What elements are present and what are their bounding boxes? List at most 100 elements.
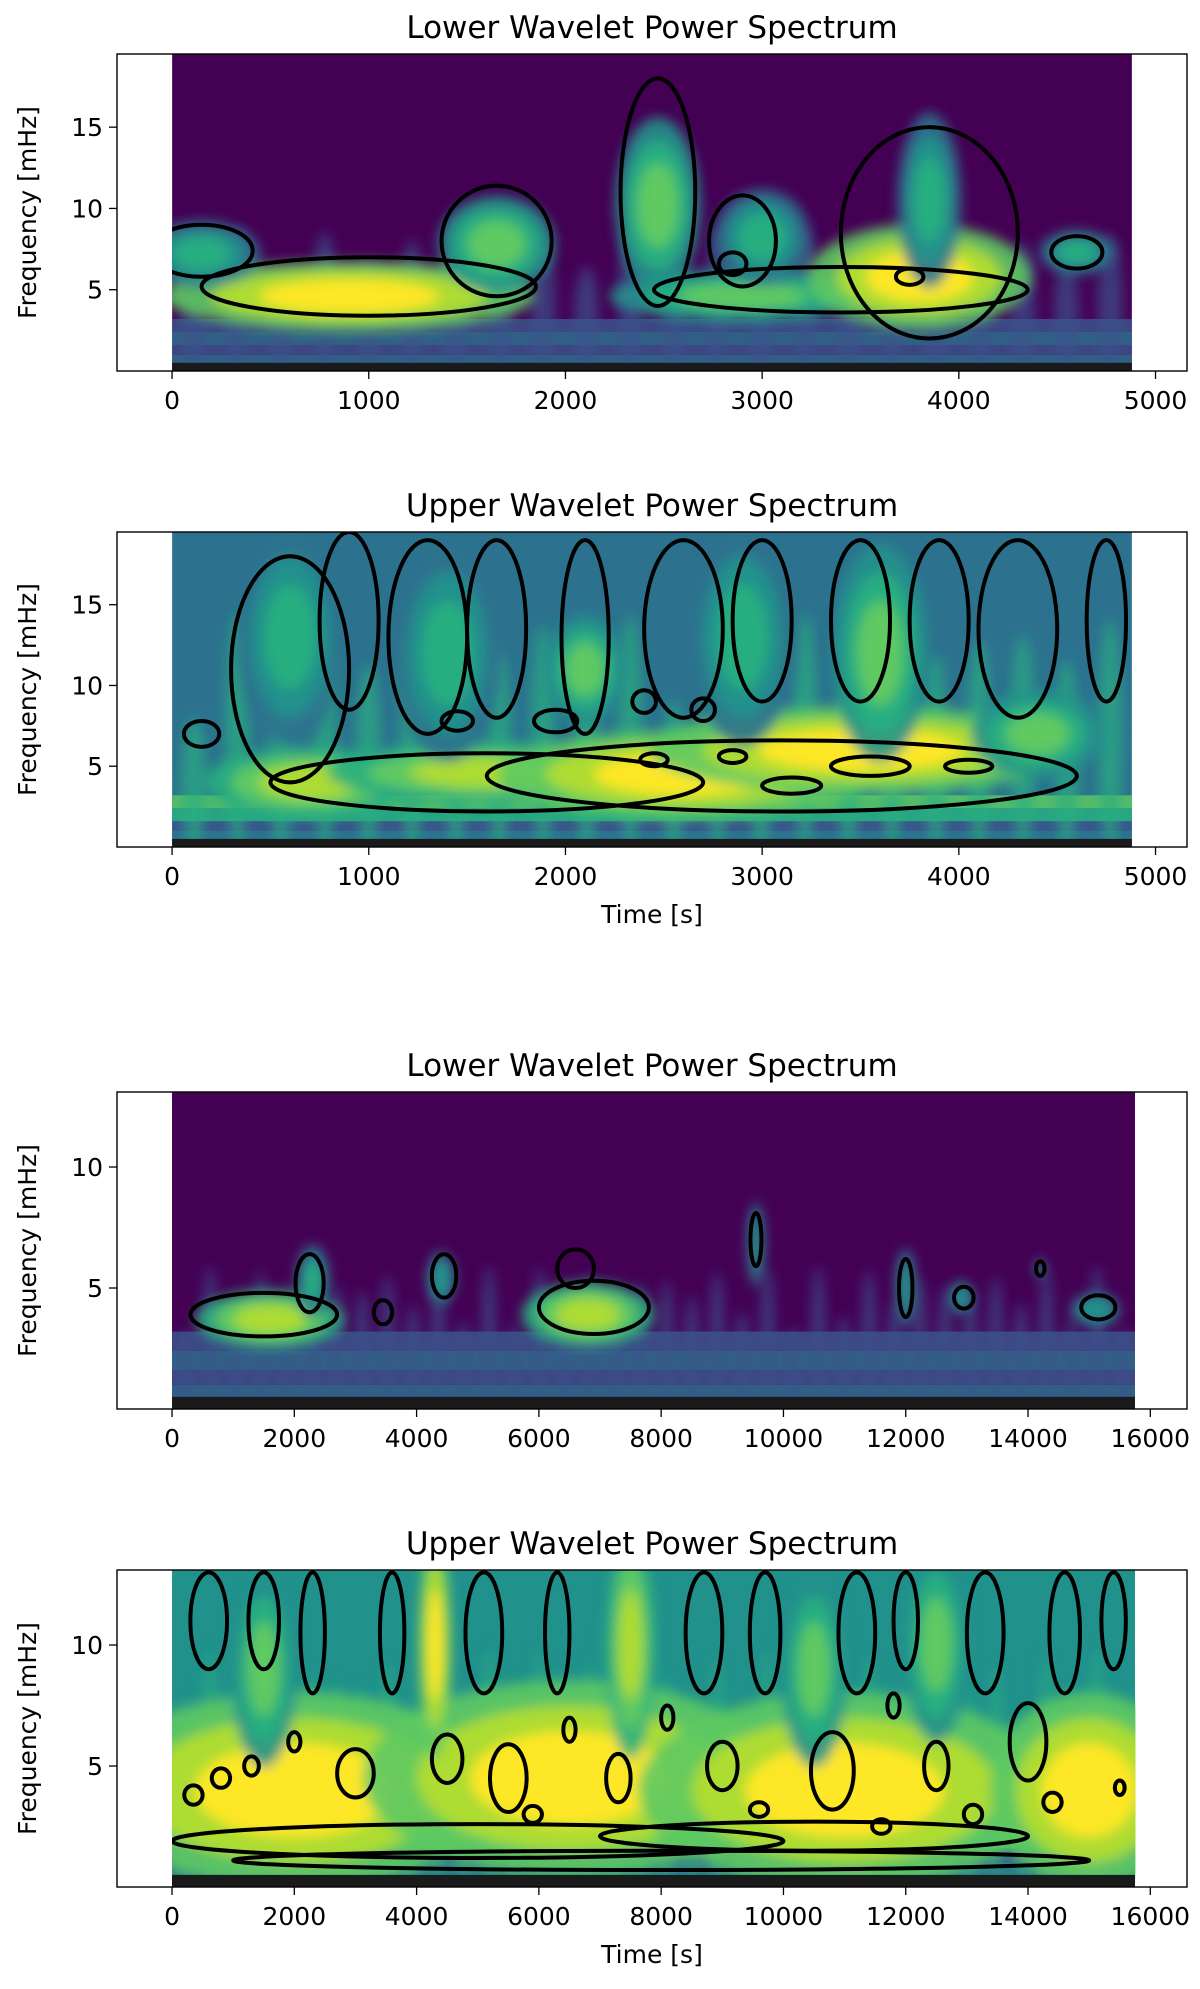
x-tick-label: 14000 xyxy=(988,1902,1068,1931)
frequency-band-2 xyxy=(172,354,1132,363)
significance-contour-9 xyxy=(1049,234,1105,271)
y-tick-label: 5 xyxy=(87,752,103,781)
significance-contour-8 xyxy=(897,1256,915,1320)
y-tick-label: 10 xyxy=(71,194,103,223)
significance-contour-18 xyxy=(429,1732,465,1785)
y-axis-label: Frequency [mHz] xyxy=(13,1144,42,1357)
significance-contour-6 xyxy=(465,538,529,720)
chart-title: Lower Wavelet Power Spectrum xyxy=(406,10,897,46)
significance-contour-11 xyxy=(747,1570,783,1696)
significance-contour-10 xyxy=(1033,1259,1047,1278)
significance-contour-1 xyxy=(188,1290,340,1339)
x-tick-label: 12000 xyxy=(866,1424,946,1453)
significance-contour-11 xyxy=(1079,1293,1118,1322)
x-tick-label: 3000 xyxy=(730,386,794,415)
y-tick-label: 10 xyxy=(71,671,103,700)
y-tick-label: 15 xyxy=(71,113,103,142)
significance-contour-2 xyxy=(484,738,1079,814)
significance-contour-5 xyxy=(838,125,1020,341)
significance-contour-1 xyxy=(199,255,538,318)
significance-contour-26 xyxy=(209,1766,233,1790)
x-tick-label: 14000 xyxy=(988,1424,1068,1453)
y-tick-label: 10 xyxy=(71,1631,103,1660)
significance-contour-21 xyxy=(705,1739,740,1793)
significance-contour-12 xyxy=(976,538,1060,720)
significance-contour-15 xyxy=(1047,1570,1082,1696)
x-tick-label: 12000 xyxy=(866,1902,946,1931)
significance-contour-6 xyxy=(555,1247,596,1291)
significance-contour-2 xyxy=(293,1252,326,1315)
significance-contour-9 xyxy=(730,538,794,704)
x-tick-label: 0 xyxy=(164,386,180,415)
x-tick-label: 1000 xyxy=(337,862,401,891)
heatmap-area xyxy=(172,1092,1136,1409)
x-tick-label: 2000 xyxy=(263,1902,327,1931)
x-tick-label: 16000 xyxy=(1111,1424,1191,1453)
significance-contour-7 xyxy=(377,1570,407,1696)
y-axis-label: Frequency [mHz] xyxy=(13,1622,42,1835)
significance-contour-3 xyxy=(618,76,698,308)
significance-contour-30 xyxy=(659,1703,676,1732)
heatmap-area xyxy=(172,1570,1136,1887)
significance-contour-8 xyxy=(463,1570,505,1696)
significance-contour-12 xyxy=(836,1570,878,1696)
significance-contour-13 xyxy=(1084,538,1129,704)
significance-contours xyxy=(188,1210,1118,1339)
significance-contour-19 xyxy=(760,775,824,796)
frequency-band-3 xyxy=(172,344,1132,355)
significance-contour-14 xyxy=(181,719,222,749)
x-tick-label: 2000 xyxy=(534,386,598,415)
significance-contour-7 xyxy=(559,538,611,736)
significance-contour-3 xyxy=(231,1848,1092,1873)
significance-contour-23 xyxy=(630,688,658,715)
x-tick-label: 8000 xyxy=(629,1902,693,1931)
significance-contour-34 xyxy=(1112,1778,1127,1798)
x-tick-label: 4000 xyxy=(927,386,991,415)
significance-contour-28 xyxy=(286,1730,303,1754)
significance-contour-6 xyxy=(298,1570,327,1696)
significance-contour-8 xyxy=(893,266,926,287)
cone-bottom xyxy=(172,1874,1136,1887)
significance-contour-1 xyxy=(268,751,706,814)
significance-contour-4 xyxy=(651,264,1030,315)
x-tick-label: 16000 xyxy=(1111,1902,1191,1931)
y-tick-label: 15 xyxy=(71,591,103,620)
significance-contour-16 xyxy=(1099,1570,1128,1672)
significance-contour-16 xyxy=(531,707,580,735)
significance-contour-3 xyxy=(371,1298,395,1327)
significance-contours xyxy=(181,532,1129,814)
significance-contour-2 xyxy=(439,183,554,299)
significance-contour-7 xyxy=(748,1210,764,1269)
significance-contour-9 xyxy=(952,1284,976,1311)
x-axis-label: Time [s] xyxy=(600,1940,703,1969)
x-tick-label: 3000 xyxy=(730,862,794,891)
significance-contour-10 xyxy=(683,1570,725,1696)
x-tick-label: 0 xyxy=(164,862,180,891)
significance-contour-36 xyxy=(747,1800,771,1819)
chart-title: Lower Wavelet Power Spectrum xyxy=(406,1048,897,1084)
plot-frame xyxy=(116,531,1188,848)
significance-contour-20 xyxy=(828,754,912,778)
plot-frame xyxy=(116,1091,1188,1410)
significance-contour-4 xyxy=(429,1252,459,1300)
significance-contour-25 xyxy=(182,1783,205,1807)
chart-panel-3: 0 2000 4000 6000 8000 10000 12000 14000 16000 5 10… xyxy=(13,1048,1190,1453)
significance-contour-13 xyxy=(891,1570,920,1672)
x-tick-label: 4000 xyxy=(385,1424,449,1453)
plot-frame xyxy=(116,53,1188,372)
x-tick-label: 6000 xyxy=(507,1902,571,1931)
x-tick-label: 4000 xyxy=(927,862,991,891)
significance-contour-5 xyxy=(536,1278,651,1336)
significance-contour-15 xyxy=(439,709,476,733)
x-axis-label: Time [s] xyxy=(600,900,703,929)
significance-contour-8 xyxy=(642,538,725,720)
significance-contour-10 xyxy=(828,538,892,704)
frequency-band-2 xyxy=(172,830,1132,839)
significance-contour-18 xyxy=(716,748,749,765)
x-tick-label: 2000 xyxy=(263,1424,327,1453)
chart-title: Upper Wavelet Power Spectrum xyxy=(406,488,898,524)
x-tick-label: 0 xyxy=(164,1902,180,1931)
significance-contour-7 xyxy=(716,250,749,278)
x-tick-label: 1000 xyxy=(337,386,401,415)
